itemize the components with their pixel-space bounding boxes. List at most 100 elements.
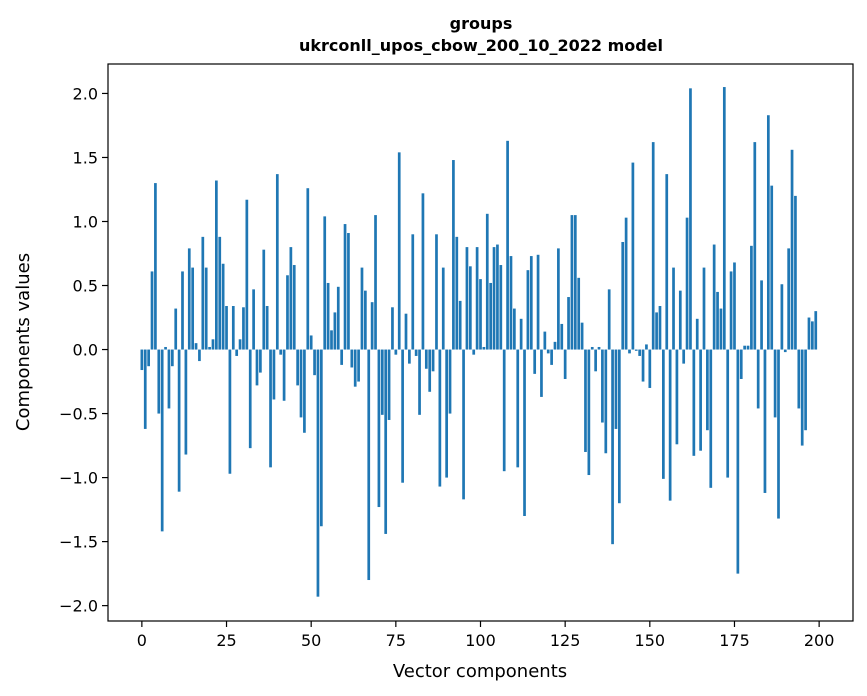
- bar-164: [695, 318, 699, 350]
- bar-124: [560, 323, 564, 350]
- y-tick-label: 1.5: [73, 148, 98, 167]
- bar-0: [140, 349, 144, 371]
- bar-91: [448, 349, 452, 414]
- bar-105: [496, 244, 499, 350]
- bar-82: [418, 349, 421, 415]
- bar-182: [756, 349, 760, 409]
- bar-16: [194, 343, 198, 350]
- y-axis-label: Components values: [13, 253, 34, 431]
- bar-72: [384, 349, 388, 534]
- y-tick-label: −1.5: [59, 533, 98, 552]
- bar-60: [343, 224, 347, 350]
- bar-178: [743, 345, 746, 350]
- x-tick-label: 75: [386, 631, 406, 650]
- bar-145: [631, 162, 635, 350]
- bar-118: [540, 349, 543, 397]
- bar-56: [330, 330, 333, 350]
- bar-52: [316, 349, 320, 597]
- bar-188: [777, 349, 780, 519]
- bar-27: [231, 306, 235, 350]
- bar-26: [228, 349, 232, 474]
- bar-132: [587, 349, 591, 476]
- bar-81: [414, 349, 418, 356]
- bar-141: [617, 349, 621, 504]
- bar-149: [645, 344, 648, 350]
- bar-103: [489, 282, 493, 350]
- bar-179: [746, 345, 750, 350]
- bar-114: [526, 270, 530, 350]
- bar-84: [424, 349, 428, 369]
- y-axis-ticks: −2.0 −1.5 −1.0 −0.5 0.0 0.5 1.0 1.5 2.0: [59, 84, 108, 616]
- bar-137: [604, 349, 608, 454]
- bar-168: [709, 349, 713, 488]
- bar-160: [682, 349, 686, 364]
- bar-70: [377, 349, 381, 508]
- bar-19: [204, 267, 208, 350]
- bar-159: [678, 290, 682, 350]
- bar-8: [167, 349, 171, 409]
- bar-75: [394, 349, 398, 355]
- bar-109: [509, 256, 513, 350]
- bar-86: [431, 349, 435, 372]
- bar-67: [367, 349, 371, 581]
- bar-64: [357, 349, 360, 382]
- x-axis-ticks: 0 25 50 75 100 125 150 175 200: [137, 621, 834, 650]
- bar-96: [465, 247, 469, 350]
- bar-148: [641, 349, 645, 382]
- x-tick-label: 25: [216, 631, 236, 650]
- bar-76: [397, 152, 401, 350]
- plot-frame: [107, 63, 854, 622]
- bar-190: [783, 349, 787, 353]
- bar-23: [218, 236, 222, 350]
- bar-92: [452, 160, 455, 350]
- bar-169: [712, 244, 716, 350]
- bar-162: [689, 88, 692, 350]
- bar-20: [208, 346, 211, 350]
- bar-167: [706, 349, 709, 431]
- bar-138: [607, 289, 611, 350]
- bar-87: [435, 234, 438, 350]
- bar-143: [624, 217, 628, 350]
- bar-39: [272, 349, 276, 400]
- bar-117: [536, 254, 540, 350]
- bar-104: [492, 247, 496, 350]
- bar-49: [306, 188, 310, 350]
- bar-122: [553, 341, 557, 350]
- bar-30: [242, 307, 245, 350]
- bar-151: [651, 142, 655, 350]
- bar-21: [211, 339, 215, 350]
- bar-93: [455, 236, 459, 350]
- bar-50: [309, 335, 313, 350]
- bar-63: [353, 349, 357, 387]
- x-tick-label: 175: [719, 631, 750, 650]
- bar-158: [675, 349, 679, 445]
- bar-172: [722, 87, 726, 350]
- bar-43: [286, 275, 289, 350]
- bar-147: [638, 349, 642, 356]
- bar-77: [401, 349, 404, 483]
- bar-131: [584, 349, 587, 452]
- bar-189: [780, 284, 784, 350]
- bar-165: [699, 349, 702, 451]
- y-tick-label: 2.0: [73, 84, 98, 103]
- y-tick-label: 0.5: [73, 277, 98, 296]
- bar-12: [181, 271, 184, 350]
- bar-112: [519, 318, 523, 350]
- bar-127: [570, 215, 574, 350]
- bar-98: [472, 349, 476, 355]
- bar-73: [387, 349, 391, 420]
- bar-32: [248, 349, 252, 449]
- bar-58: [336, 286, 340, 350]
- bar-1: [143, 349, 147, 429]
- bar-88: [438, 349, 442, 487]
- bar-123: [557, 248, 560, 350]
- x-tick-label: 100: [465, 631, 496, 650]
- bar-38: [269, 349, 272, 468]
- bar-53: [319, 349, 323, 527]
- bar-47: [299, 349, 303, 418]
- bar-171: [719, 308, 723, 350]
- bar-193: [794, 195, 797, 350]
- bar-102: [485, 213, 489, 350]
- chart-title: groups: [450, 14, 513, 33]
